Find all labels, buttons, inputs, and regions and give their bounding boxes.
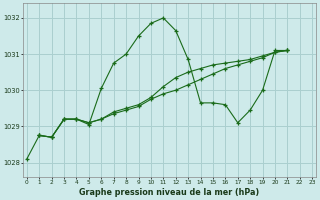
X-axis label: Graphe pression niveau de la mer (hPa): Graphe pression niveau de la mer (hPa): [79, 188, 260, 197]
